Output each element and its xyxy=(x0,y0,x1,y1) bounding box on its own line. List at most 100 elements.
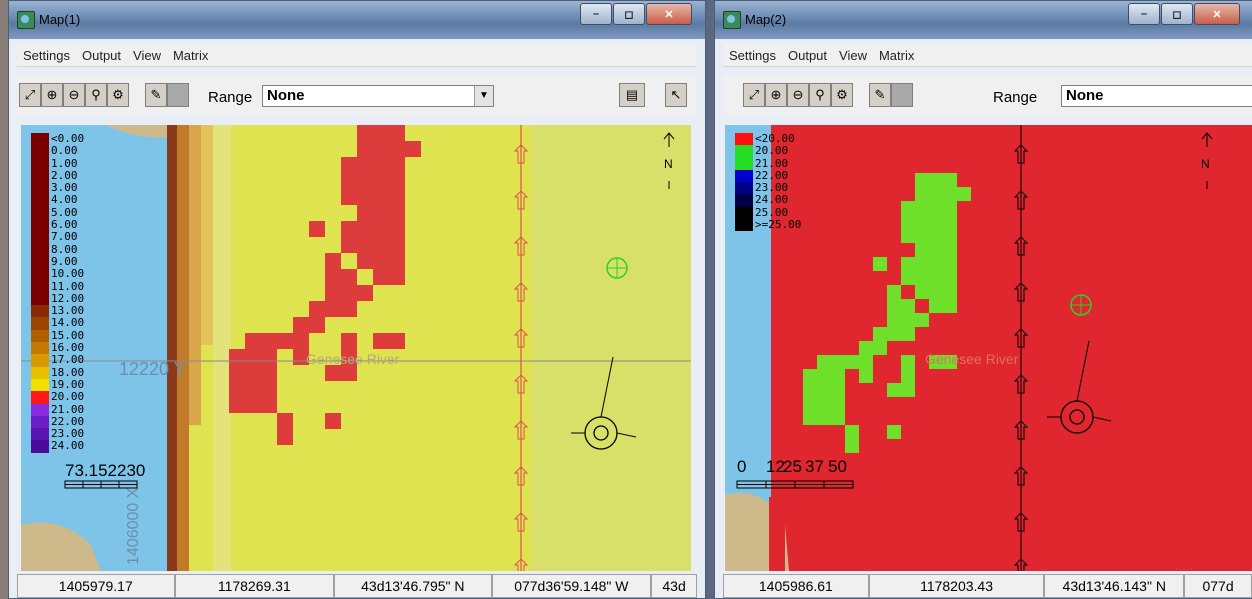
minimize-button[interactable]: – xyxy=(580,3,612,25)
plume-cell xyxy=(373,333,389,349)
legend-swatch xyxy=(31,403,49,416)
plume-cell xyxy=(901,299,915,313)
range-select[interactable]: None ▼ xyxy=(262,85,494,107)
legend-entry: 8.00 xyxy=(31,243,84,256)
close-button[interactable]: ✕ xyxy=(1194,3,1240,25)
edit-pencil-icon[interactable]: ✎ xyxy=(869,83,891,107)
legend-swatch xyxy=(31,415,49,429)
legend: <20.00 20.00 21.00 22.00 23.00 24.00 25.00 >=25… xyxy=(735,132,802,232)
legend-swatch xyxy=(31,182,49,195)
map-canvas[interactable]: <0.00 0.00 1.00 2.00 3.00 4.00 5.00 6.00 7.00 8.0… xyxy=(21,125,691,571)
plume-cell xyxy=(357,221,373,237)
zoom-previous-icon[interactable]: ⚙ xyxy=(107,83,129,107)
plume-cell xyxy=(277,333,293,349)
legend-label: 14.00 xyxy=(51,316,85,330)
edit-pencil-icon[interactable]: ✎ xyxy=(145,83,167,107)
app-icon[interactable] xyxy=(17,11,35,29)
zoom-window-icon[interactable]: ⚲ xyxy=(809,83,831,107)
plume-cell xyxy=(915,229,929,243)
flow-arrow-icon xyxy=(513,374,529,394)
plume-cell xyxy=(929,173,943,187)
menu-matrix[interactable]: Matrix xyxy=(878,47,915,63)
legend-entry: >=25.00 xyxy=(735,218,802,232)
menu-output[interactable]: Output xyxy=(787,47,828,63)
legend-swatch xyxy=(31,317,49,330)
flow-arrow-icon xyxy=(513,236,529,256)
query-pointer-icon[interactable]: ↖ xyxy=(665,83,687,107)
plume-cell xyxy=(373,157,389,173)
legend-label: 22.00 xyxy=(51,414,85,428)
overlay-y-label: 12220 Y xyxy=(119,359,186,379)
plume-cell xyxy=(901,201,915,215)
plume-cell xyxy=(357,189,373,205)
toolbar: ⤢ ⊕ ⊖ ⚲ ⚙ ✎ Range None ▼ ▤ ↖ xyxy=(17,75,697,115)
output-icon[interactable]: ▤ xyxy=(619,83,645,107)
legend-entry: 9.00 xyxy=(31,255,84,269)
legend-entry: 11.00 xyxy=(31,280,84,293)
close-button[interactable]: ✕ xyxy=(646,3,692,25)
legend-label: 16.00 xyxy=(51,341,85,355)
legend-entry: 19.00 xyxy=(31,378,84,392)
menu-view[interactable]: View xyxy=(839,47,867,63)
zoom-window-icon[interactable]: ⚲ xyxy=(85,83,107,107)
overlay-x-label: 1406000 X xyxy=(125,487,142,565)
menu-output[interactable]: Output xyxy=(81,47,122,63)
plume-cell xyxy=(261,397,277,413)
zoom-extent-icon[interactable]: ⤢ xyxy=(743,83,765,107)
maximize-button[interactable]: ◻ xyxy=(613,3,645,25)
map-canvas[interactable]: <20.00 20.00 21.00 22.00 23.00 24.00 25.00 >=25… xyxy=(725,125,1252,571)
color-swatch-button[interactable] xyxy=(891,83,913,107)
legend-swatch xyxy=(31,157,49,170)
status-northing: 1178269.31 xyxy=(174,574,335,598)
chevron-down-icon[interactable]: ▼ xyxy=(474,86,493,106)
zoom-out-icon[interactable]: ⊖ xyxy=(63,83,85,107)
legend-swatch xyxy=(735,194,753,207)
menu-matrix[interactable]: Matrix xyxy=(172,47,209,63)
land-patch xyxy=(21,522,101,571)
flow-arrow-icon xyxy=(1013,236,1029,256)
maximize-button[interactable]: ◻ xyxy=(1161,3,1193,25)
legend-entry: 24.00 xyxy=(735,194,801,207)
title-bar[interactable]: Map(1) – ◻ ✕ xyxy=(9,1,705,39)
legend-label: 23.00 xyxy=(755,181,789,195)
zoom-extent-icon[interactable]: ⤢ xyxy=(19,83,41,107)
toolbar: ⤢ ⊕ ⊖ ⚲ ⚙ ✎ Range None xyxy=(723,75,1252,115)
legend-label: >=25.00 xyxy=(755,218,802,232)
app-icon[interactable] xyxy=(723,11,741,29)
plume-cell xyxy=(261,333,277,349)
plume-cell xyxy=(915,243,929,257)
legend-label: 20.00 xyxy=(755,144,789,158)
plume-cell xyxy=(803,369,817,383)
plume-cell xyxy=(389,157,405,173)
flow-arrow-icon xyxy=(1013,328,1029,348)
zoom-out-icon[interactable]: ⊖ xyxy=(787,83,809,107)
plume-cell xyxy=(915,215,929,229)
menu-settings[interactable]: Settings xyxy=(23,47,70,63)
minimize-button[interactable]: – xyxy=(1128,3,1160,25)
color-swatch-button[interactable] xyxy=(167,83,189,107)
plume-cell xyxy=(929,229,943,243)
menu-settings[interactable]: Settings xyxy=(729,47,776,63)
plume-cell xyxy=(887,383,901,397)
zone-right xyxy=(531,125,691,571)
legend-swatch xyxy=(31,280,49,293)
title-bar[interactable]: Map(2) – ◻ ✕ xyxy=(715,1,1252,39)
zoom-previous-icon[interactable]: ⚙ xyxy=(831,83,853,107)
legend-swatch xyxy=(31,342,49,355)
legend-label: 21.00 xyxy=(51,402,85,416)
zoom-in-icon[interactable]: ⊕ xyxy=(41,83,63,107)
legend-label: 1.00 xyxy=(51,156,78,170)
range-select[interactable]: None xyxy=(1061,85,1252,107)
flow-arrow-icon xyxy=(1013,144,1029,164)
legend-swatch xyxy=(31,243,49,256)
plume-cell xyxy=(831,369,845,383)
plume-cell xyxy=(943,173,957,187)
status-easting: 1405979.17 xyxy=(17,574,175,598)
zoom-in-icon[interactable]: ⊕ xyxy=(765,83,787,107)
plume-cell xyxy=(229,381,245,397)
legend-entry: <20.00 xyxy=(735,132,801,146)
plume-cell xyxy=(845,425,859,439)
menu-view[interactable]: View xyxy=(133,47,161,63)
plume-cell xyxy=(915,201,929,215)
scale-bar xyxy=(64,480,138,489)
